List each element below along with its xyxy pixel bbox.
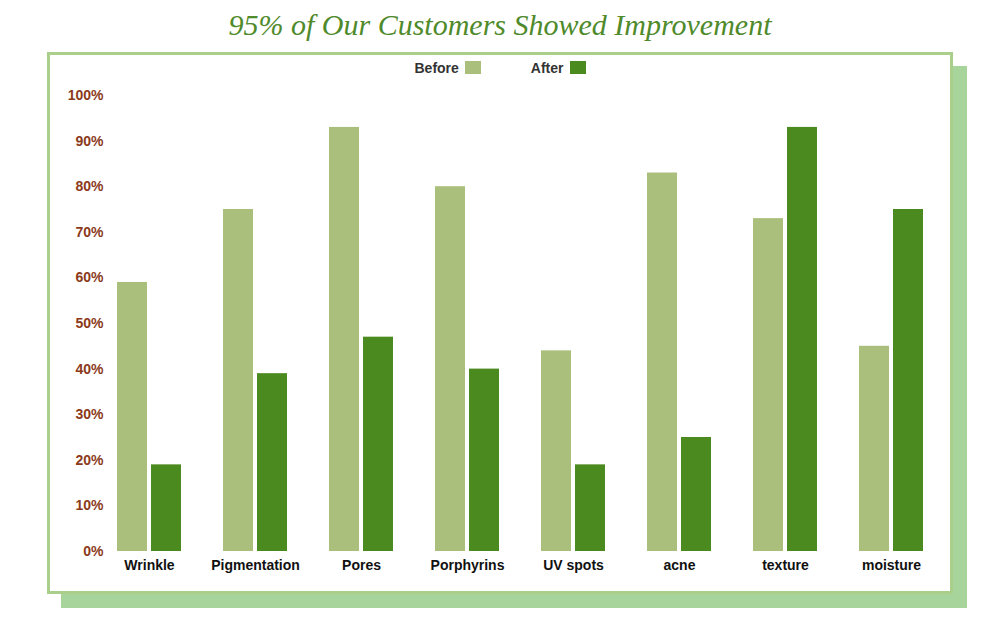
svg-text:100%: 100% [68,87,104,103]
svg-text:50%: 50% [75,315,104,331]
svg-text:20%: 20% [75,452,104,468]
svg-text:acne: acne [664,557,696,573]
svg-text:90%: 90% [75,133,104,149]
svg-text:moisture: moisture [862,557,921,573]
svg-text:UV spots: UV spots [543,557,604,573]
svg-text:Pores: Pores [342,557,381,573]
svg-text:40%: 40% [75,361,104,377]
svg-text:60%: 60% [75,269,104,285]
html-text:Before: Before [414,60,459,76]
svg-text:80%: 80% [75,178,104,194]
svg-text:texture: texture [762,557,809,573]
svg-text:30%: 30% [75,406,104,422]
svg-text:10%: 10% [75,497,104,513]
svg-text:Porphyrins: Porphyrins [431,557,505,573]
html-text:After: After [530,60,564,76]
svg-text:0%: 0% [83,543,104,559]
html-text:95% of Our Customers Showed Im: 95% of Our Customers Showed Improvement [228,8,772,41]
svg-text:70%: 70% [75,224,104,240]
svg-text:Pigmentation: Pigmentation [211,557,300,573]
svg-text:Wrinkle: Wrinkle [124,557,175,573]
